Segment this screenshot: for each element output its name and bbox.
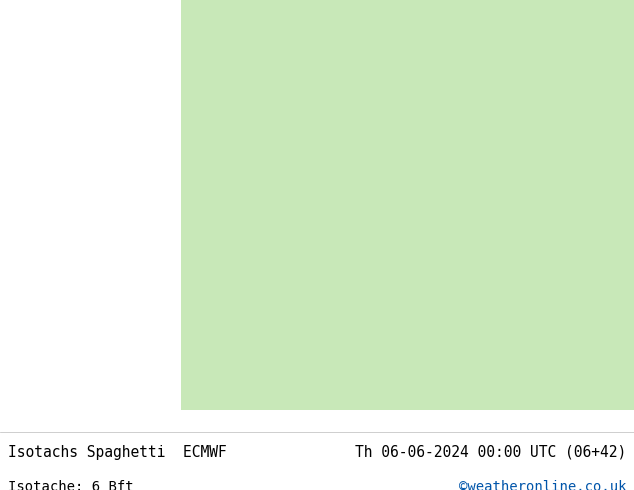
Text: ©weatheronline.co.uk: ©weatheronline.co.uk bbox=[459, 480, 626, 490]
Text: Isotache: 6 Bft: Isotache: 6 Bft bbox=[8, 480, 133, 490]
Text: Th 06-06-2024 00:00 UTC (06+42): Th 06-06-2024 00:00 UTC (06+42) bbox=[355, 445, 626, 460]
Text: Isotachs Spaghetti  ECMWF: Isotachs Spaghetti ECMWF bbox=[8, 445, 226, 460]
Bar bbox=[181, 0, 634, 410]
